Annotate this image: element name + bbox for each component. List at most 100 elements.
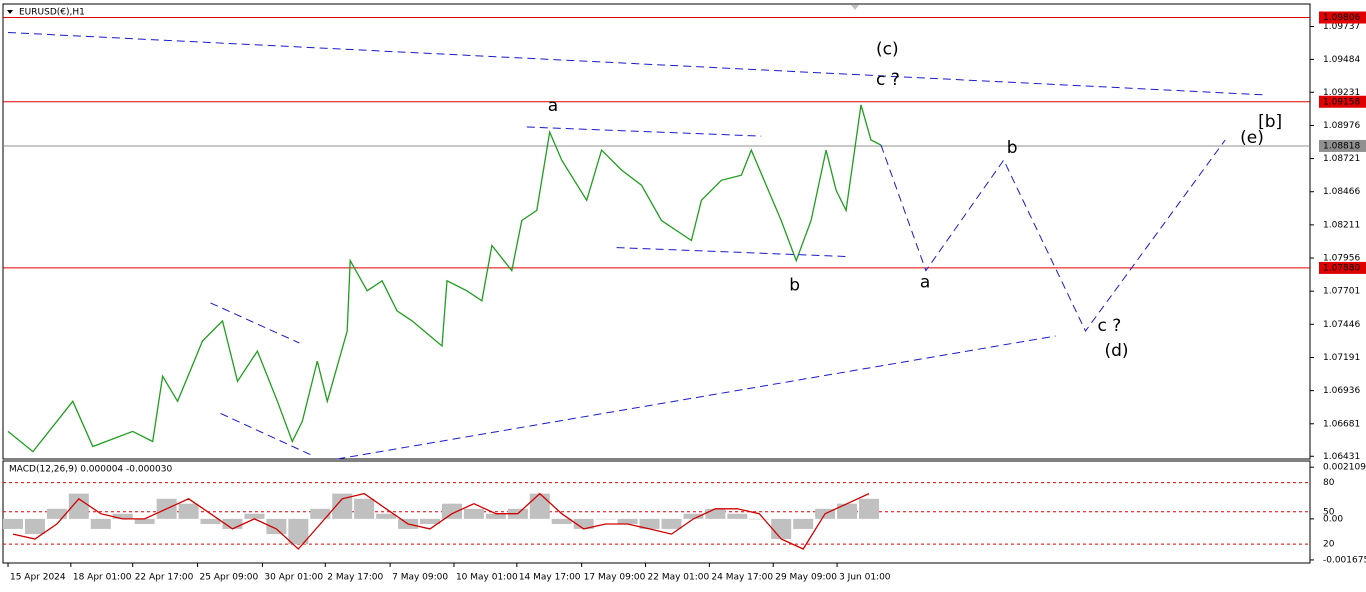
price-line	[7, 104, 882, 453]
level-label: 1.09806	[1323, 13, 1360, 23]
level-box	[1319, 11, 1366, 24]
x-tick-label: 24 May 17:00	[711, 573, 773, 583]
y-tick-label: 1.08211	[1323, 220, 1360, 230]
y-tick-label: 1.06681	[1323, 419, 1360, 429]
macd-bar	[288, 518, 309, 545]
macd-bar	[683, 513, 704, 519]
macd-bar	[2, 518, 23, 529]
macd-bar	[793, 518, 814, 529]
macd-bar	[485, 513, 506, 519]
y-tick-label: 0.002109	[1323, 463, 1366, 473]
macd-bar	[551, 518, 572, 525]
wave-label: (c)	[876, 40, 899, 60]
level-box	[1319, 261, 1366, 274]
y-tick-label: 1.07701	[1323, 287, 1360, 297]
level-label: 1.08818	[1323, 141, 1360, 151]
macd-bar	[134, 518, 155, 525]
menu-arrow	[7, 10, 13, 14]
shift-marker	[851, 5, 859, 10]
x-tick-label: 22 Apr 17:00	[135, 573, 194, 583]
wave-label: a	[548, 96, 558, 116]
macd-bar	[727, 513, 748, 519]
macd-bar	[441, 503, 462, 519]
wave-line	[526, 126, 762, 137]
y-tick-label: 1.07446	[1323, 320, 1360, 330]
macd-bar	[771, 518, 792, 539]
macd-bar	[859, 498, 880, 519]
level-label: 50	[1323, 507, 1335, 517]
x-tick-label: 29 May 09:00	[775, 573, 837, 583]
macd-bar	[46, 508, 67, 519]
y-tick-label: 1.08976	[1323, 121, 1360, 131]
macd-bar	[178, 503, 199, 519]
macd-bar	[595, 518, 616, 520]
wave-line	[220, 412, 311, 456]
level-label: 1.09158	[1323, 97, 1360, 107]
y-tick-label: 1.08466	[1323, 187, 1360, 197]
y-tick-label: 0.00	[1323, 514, 1343, 524]
x-tick-label: 15 Apr 2024	[10, 573, 66, 583]
wave-label: (d)	[1104, 341, 1128, 361]
y-tick-label: 1.06431	[1323, 452, 1360, 462]
y-tick-label: -0.001675	[1323, 555, 1366, 565]
macd-bar	[837, 503, 858, 519]
macd-bar	[266, 518, 287, 535]
macd-bar	[200, 518, 221, 525]
wave-line	[7, 32, 1266, 96]
y-tick-label: 1.09484	[1323, 55, 1360, 65]
y-tick-label: 1.09737	[1323, 22, 1360, 32]
macd-bar	[617, 518, 638, 525]
macd-bar	[705, 508, 726, 519]
wave-label: a	[920, 273, 930, 293]
macd-bar	[90, 518, 111, 529]
x-tick-label: 22 May 01:00	[648, 573, 710, 583]
macd-bar	[463, 508, 484, 519]
wave-label: c ?	[876, 70, 900, 90]
level-box	[1319, 139, 1366, 152]
y-tick-label: 1.07191	[1323, 353, 1360, 363]
wave-label: (e)	[1240, 128, 1264, 148]
macd-bar	[376, 513, 397, 519]
macd-bar	[420, 518, 441, 525]
level-label: 1.07880	[1323, 263, 1360, 273]
macd-bar	[332, 493, 353, 519]
signal-line	[12, 492, 870, 550]
x-tick-label: 7 May 09:00	[392, 573, 448, 583]
macd-bar	[24, 518, 45, 535]
y-tick-label: 1.07956	[1323, 254, 1360, 264]
x-tick-label: 30 Apr 01:00	[264, 573, 323, 583]
x-tick-label: 10 May 01:00	[456, 573, 518, 583]
x-tick-label: 17 May 09:00	[584, 573, 646, 583]
wave-label: b	[1007, 138, 1018, 158]
x-tick-label: 2 May 17:00	[327, 573, 383, 583]
wave-label: [b]	[1258, 112, 1282, 132]
level-label: 80	[1323, 478, 1335, 488]
macd-bar	[112, 513, 133, 519]
level-box	[1319, 95, 1366, 108]
y-tick-label: 1.09231	[1323, 88, 1360, 98]
wave-line	[880, 139, 1226, 332]
x-tick-label: 3 Jun 01:00	[839, 573, 891, 583]
macd-bar	[310, 508, 331, 519]
level-label: 20	[1323, 540, 1335, 550]
wave-label: c ?	[1097, 316, 1121, 336]
wave-line	[337, 335, 1056, 460]
macd-bar	[354, 498, 375, 519]
chart-title: EURUSD(€),H1	[19, 8, 85, 18]
macd-bar	[244, 513, 265, 519]
macd-bar	[222, 518, 243, 529]
x-tick-label: 14 May 17:00	[519, 573, 581, 583]
macd-bar	[639, 518, 660, 529]
macd-bar	[529, 493, 550, 519]
y-tick-label: 1.08721	[1323, 154, 1360, 164]
macd-bar	[573, 518, 594, 529]
wave-label: b	[789, 276, 800, 296]
y-tick-label: 1.06936	[1323, 386, 1360, 396]
macd-bar	[749, 518, 770, 520]
x-tick-label: 25 Apr 09:00	[200, 573, 259, 583]
wave-line	[210, 302, 300, 344]
price-frame	[2, 3, 1311, 460]
macd-title: MACD(12,26,9) 0.000004 -0.000030	[9, 465, 172, 475]
